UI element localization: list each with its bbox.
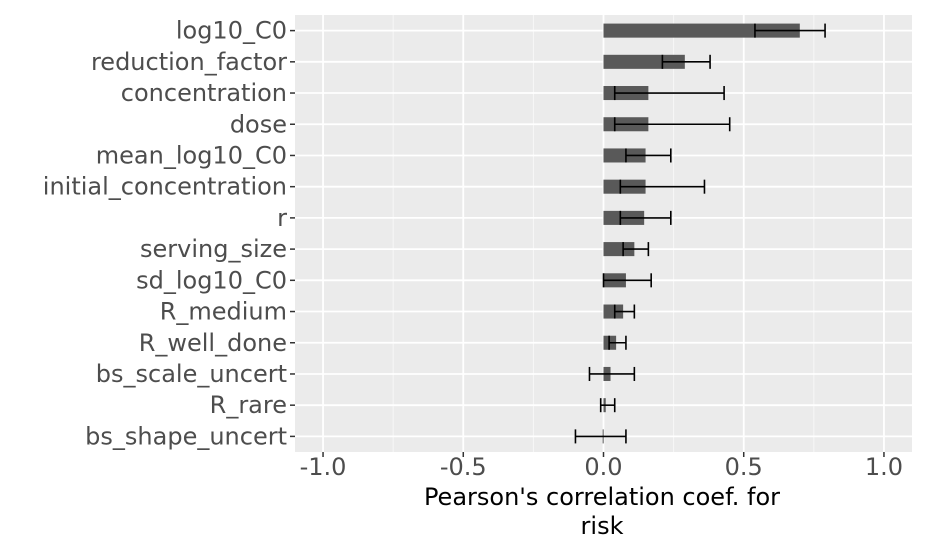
errorbar-r (619, 210, 672, 225)
x-axis-title-line-1: Pearson's correlation coef. for (424, 483, 780, 511)
bar-serving_size (603, 242, 635, 257)
errorbar-R_well_done (608, 335, 627, 350)
x-tick-label: 1.0 (865, 453, 903, 481)
x-axis: -1.0 -0.5 0.0 0.5 1.0 (300, 452, 903, 481)
errorbar-R_medium (613, 304, 636, 319)
errorbar-concentration (613, 86, 725, 101)
errorbar-bs_scale_uncert (588, 366, 636, 381)
bar-log10_C0 (603, 23, 800, 38)
y-tick-label-R_rare: R_rare (210, 391, 287, 419)
errorbar-initial_concentration (619, 179, 706, 194)
errorbar-bs_shape_uncert (574, 429, 627, 444)
errorbar-dose (613, 117, 731, 132)
y-tick-label-bs_scale_uncert: bs_scale_uncert (96, 360, 287, 388)
y-tick-label-r: r (277, 204, 287, 232)
errorbar-serving_size (622, 242, 650, 257)
y-tick-label-R_medium: R_medium (160, 298, 287, 326)
error-bars (574, 23, 826, 444)
y-tick-label-log10_C0: log10_C0 (176, 17, 287, 45)
y-tick-label-concentration: concentration (121, 79, 287, 107)
y-tick-label-initial_concentration: initial_concentration (43, 173, 287, 201)
bar-mean_log10_C0 (603, 148, 646, 163)
bar-R_medium (603, 304, 624, 319)
x-tick-label: -1.0 (300, 453, 347, 481)
errorbar-reduction_factor (661, 54, 711, 69)
errorbar-mean_log10_C0 (625, 148, 672, 163)
x-tick-label: 0.5 (725, 453, 763, 481)
x-axis-title-line-2: risk (581, 512, 624, 540)
errorbar-R_rare (599, 398, 616, 413)
y-tick-label-R_well_done: R_well_done (139, 329, 287, 357)
errorbar-log10_C0 (754, 23, 826, 38)
y-tick-label-serving_size: serving_size (140, 235, 287, 263)
x-tick-label: 0.0 (584, 453, 622, 481)
y-tick-label-dose: dose (230, 110, 287, 138)
y-tick-label-reduction_factor: reduction_factor (91, 48, 287, 76)
y-tick-label-bs_shape_uncert: bs_shape_uncert (85, 422, 287, 450)
bar-reduction_factor (603, 54, 685, 69)
y-axis: log10_C0 reduction_factor concentration dos… (43, 17, 295, 450)
y-tick-label-mean_log10_C0: mean_log10_C0 (96, 141, 287, 169)
errorbar-sd_log10_C0 (602, 273, 652, 288)
y-tick-label-sd_log10_C0: sd_log10_C0 (136, 266, 287, 294)
x-tick-label: -0.5 (440, 453, 487, 481)
